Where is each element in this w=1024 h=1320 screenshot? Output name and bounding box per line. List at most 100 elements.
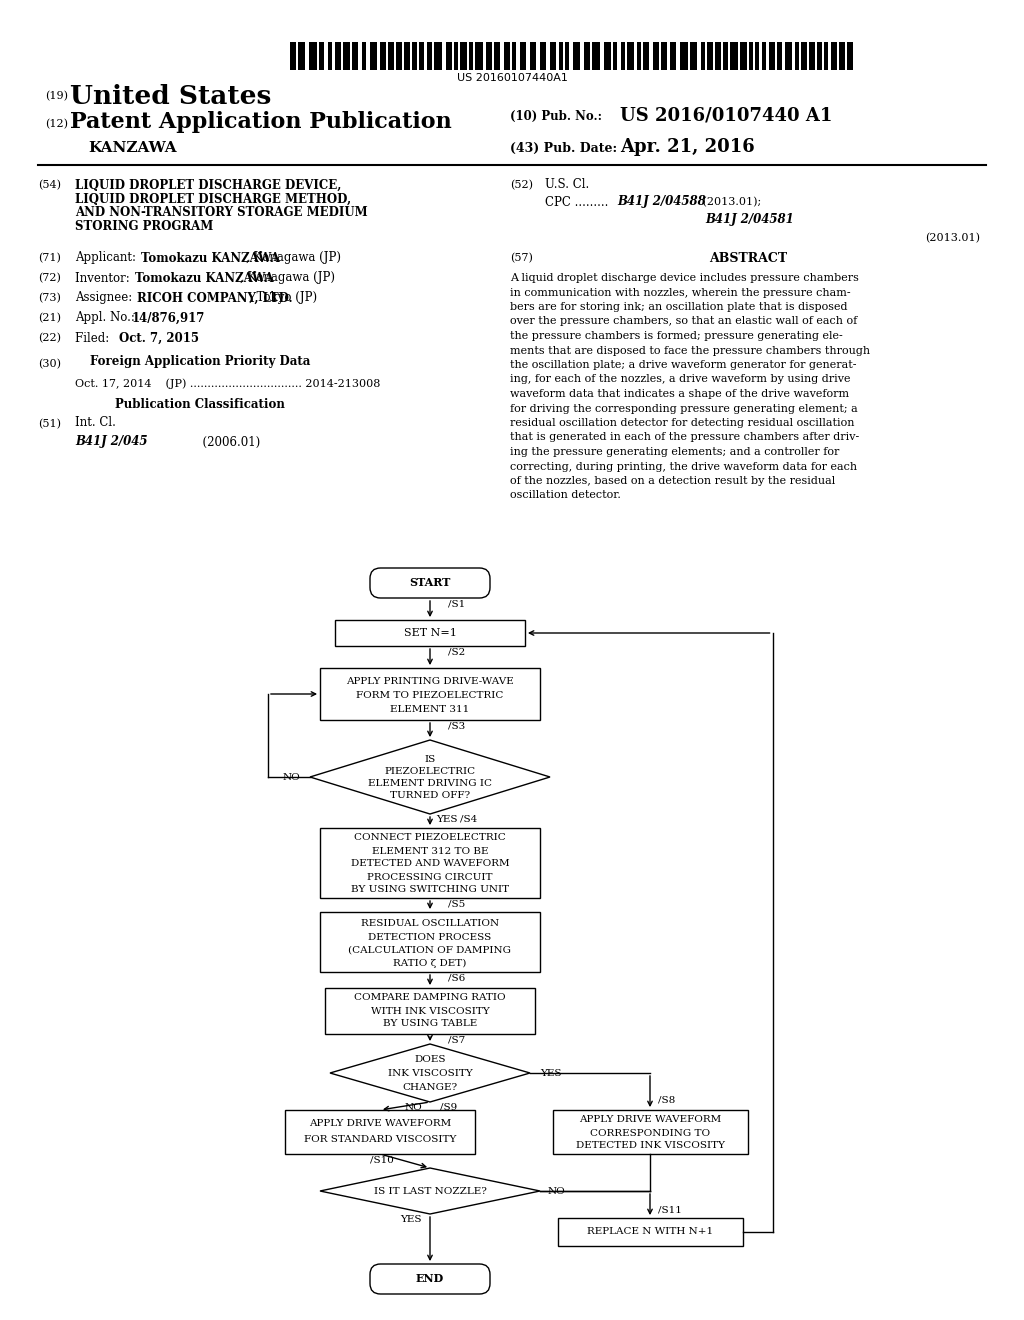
Text: /S8: /S8 — [658, 1096, 675, 1105]
Bar — [550, 42, 552, 70]
Bar — [540, 42, 544, 70]
Bar — [419, 42, 421, 70]
Bar — [817, 42, 820, 70]
Bar — [826, 42, 828, 70]
Text: (19): (19) — [45, 91, 68, 102]
Bar — [460, 42, 463, 70]
Bar — [613, 42, 615, 70]
Bar — [777, 42, 780, 70]
Bar — [347, 42, 350, 70]
Bar — [362, 42, 364, 70]
Text: /S10: /S10 — [370, 1155, 394, 1164]
FancyBboxPatch shape — [370, 1265, 490, 1294]
Text: PIEZOELECTRIC: PIEZOELECTRIC — [384, 767, 475, 776]
Bar — [398, 42, 402, 70]
Bar — [785, 42, 790, 70]
Text: /S1: /S1 — [449, 599, 465, 609]
Text: Publication Classification: Publication Classification — [115, 397, 285, 411]
Bar — [559, 42, 561, 70]
Text: ments that are disposed to face the pressure chambers through: ments that are disposed to face the pres… — [510, 346, 870, 355]
Text: oscillation detector.: oscillation detector. — [510, 491, 621, 500]
Bar — [414, 42, 417, 70]
Bar — [653, 42, 657, 70]
Text: , Kanagawa (JP): , Kanagawa (JP) — [240, 272, 335, 285]
Text: Tomokazu KANZAWA: Tomokazu KANZAWA — [135, 272, 273, 285]
Text: WITH INK VISCOSITY: WITH INK VISCOSITY — [371, 1006, 489, 1015]
Text: DETECTION PROCESS: DETECTION PROCESS — [369, 932, 492, 941]
FancyBboxPatch shape — [370, 568, 490, 598]
Bar — [479, 42, 483, 70]
Bar — [843, 42, 845, 70]
Bar — [684, 42, 688, 70]
Bar — [475, 42, 479, 70]
Text: waveform data that indicates a shape of the drive waveform: waveform data that indicates a shape of … — [510, 389, 849, 399]
Text: ABSTRACT: ABSTRACT — [709, 252, 787, 264]
Bar — [449, 42, 452, 70]
Bar — [438, 42, 442, 70]
Text: YES: YES — [540, 1068, 561, 1077]
Text: (30): (30) — [38, 359, 61, 370]
Text: Int. Cl.: Int. Cl. — [75, 416, 116, 429]
Text: (10) Pub. No.:: (10) Pub. No.: — [510, 110, 602, 123]
Text: /S3: /S3 — [449, 722, 465, 730]
Bar — [384, 42, 386, 70]
Text: FOR STANDARD VISCOSITY: FOR STANDARD VISCOSITY — [304, 1135, 456, 1144]
Text: Appl. No.:: Appl. No.: — [75, 312, 138, 325]
Text: Oct. 17, 2014    (JP) ................................ 2014-213008: Oct. 17, 2014 (JP) .....................… — [75, 379, 380, 389]
Bar — [406, 42, 410, 70]
Text: that is generated in each of the pressure chambers after driv-: that is generated in each of the pressur… — [510, 433, 859, 442]
Text: (52): (52) — [510, 180, 534, 190]
Text: YES: YES — [400, 1216, 422, 1225]
Text: US 2016/0107440 A1: US 2016/0107440 A1 — [620, 107, 833, 125]
Bar — [621, 42, 623, 70]
Text: residual oscillation detector for detecting residual oscillation: residual oscillation detector for detect… — [510, 418, 854, 428]
Bar — [797, 42, 799, 70]
Bar — [839, 42, 843, 70]
Text: AND NON-TRANSITORY STORAGE MEDIUM: AND NON-TRANSITORY STORAGE MEDIUM — [75, 206, 368, 219]
Bar — [715, 42, 718, 70]
Bar — [471, 42, 473, 70]
Bar — [514, 42, 516, 70]
Bar — [427, 42, 429, 70]
Text: LIQUID DROPLET DISCHARGE METHOD,: LIQUID DROPLET DISCHARGE METHOD, — [75, 193, 351, 206]
Bar — [325, 987, 535, 1034]
Bar — [730, 42, 734, 70]
Text: LIQUID DROPLET DISCHARGE DEVICE,: LIQUID DROPLET DISCHARGE DEVICE, — [75, 178, 341, 191]
Text: NO: NO — [283, 772, 300, 781]
Bar — [762, 42, 764, 70]
Text: /S11: /S11 — [658, 1205, 682, 1214]
Bar — [587, 42, 590, 70]
Bar — [486, 42, 488, 70]
Text: (22): (22) — [38, 333, 61, 343]
Text: 14/876,917: 14/876,917 — [132, 312, 206, 325]
Bar — [494, 42, 496, 70]
Bar — [354, 42, 358, 70]
Bar — [726, 42, 728, 70]
Text: DOES: DOES — [415, 1055, 445, 1064]
Bar — [552, 42, 556, 70]
Bar — [718, 42, 721, 70]
Text: RICOH COMPANY, LTD.: RICOH COMPANY, LTD. — [137, 292, 293, 305]
Text: A liquid droplet discharge device includes pressure chambers: A liquid droplet discharge device includ… — [510, 273, 859, 282]
Bar — [645, 42, 649, 70]
Text: STORING PROGRAM: STORING PROGRAM — [75, 220, 213, 234]
Bar — [309, 42, 313, 70]
Bar — [446, 42, 449, 70]
Text: , Kanagawa (JP): , Kanagawa (JP) — [246, 252, 341, 264]
Bar — [530, 42, 534, 70]
Bar — [553, 1110, 748, 1154]
Bar — [670, 42, 673, 70]
Bar — [596, 42, 600, 70]
Bar — [328, 42, 330, 70]
Bar — [456, 42, 458, 70]
Bar — [512, 42, 514, 70]
Bar — [592, 42, 596, 70]
Bar — [335, 42, 338, 70]
Text: for driving the corresponding pressure generating element; a: for driving the corresponding pressure g… — [510, 404, 858, 413]
Text: /S6: /S6 — [449, 974, 465, 982]
Bar — [623, 42, 625, 70]
Bar — [639, 42, 641, 70]
Text: Inventor:: Inventor: — [75, 272, 141, 285]
Bar — [801, 42, 804, 70]
Text: KANZAWA: KANZAWA — [88, 141, 176, 154]
